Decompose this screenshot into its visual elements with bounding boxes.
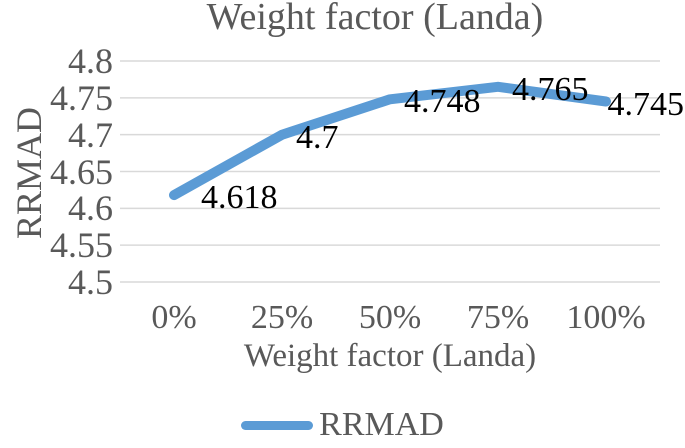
data-label: 4.765 <box>512 70 589 108</box>
y-tick-label: 4.7 <box>68 114 113 155</box>
data-label: 4.7 <box>296 118 339 156</box>
x-tick-label: 50% <box>358 299 422 336</box>
legend: RRMAD <box>0 407 685 443</box>
x-axis-title: Weight factor (Landa) <box>243 338 537 374</box>
x-tick-label: 25% <box>250 299 314 336</box>
y-tick-label: 4.65 <box>50 151 113 192</box>
data-label: 4.745 <box>607 85 685 123</box>
x-tick-label: 0% <box>151 299 197 336</box>
y-tick-label: 4.5 <box>68 262 113 302</box>
data-label: 4.748 <box>404 83 481 121</box>
data-label: 4.618 <box>201 179 278 217</box>
y-tick-label: 4.6 <box>68 188 113 229</box>
legend-line-swatch <box>241 420 314 430</box>
series-line-rrmad <box>169 81 611 201</box>
x-tick-label: 75% <box>466 299 530 336</box>
x-tick-label: 100% <box>566 299 646 336</box>
legend-series-label: RRMAD <box>319 406 444 443</box>
chart-title: Weight factor (Landa) <box>206 0 544 38</box>
y-tick-label: 4.55 <box>50 225 113 266</box>
y-tick-label: 4.8 <box>68 41 113 81</box>
y-tick-label: 4.75 <box>50 77 113 118</box>
